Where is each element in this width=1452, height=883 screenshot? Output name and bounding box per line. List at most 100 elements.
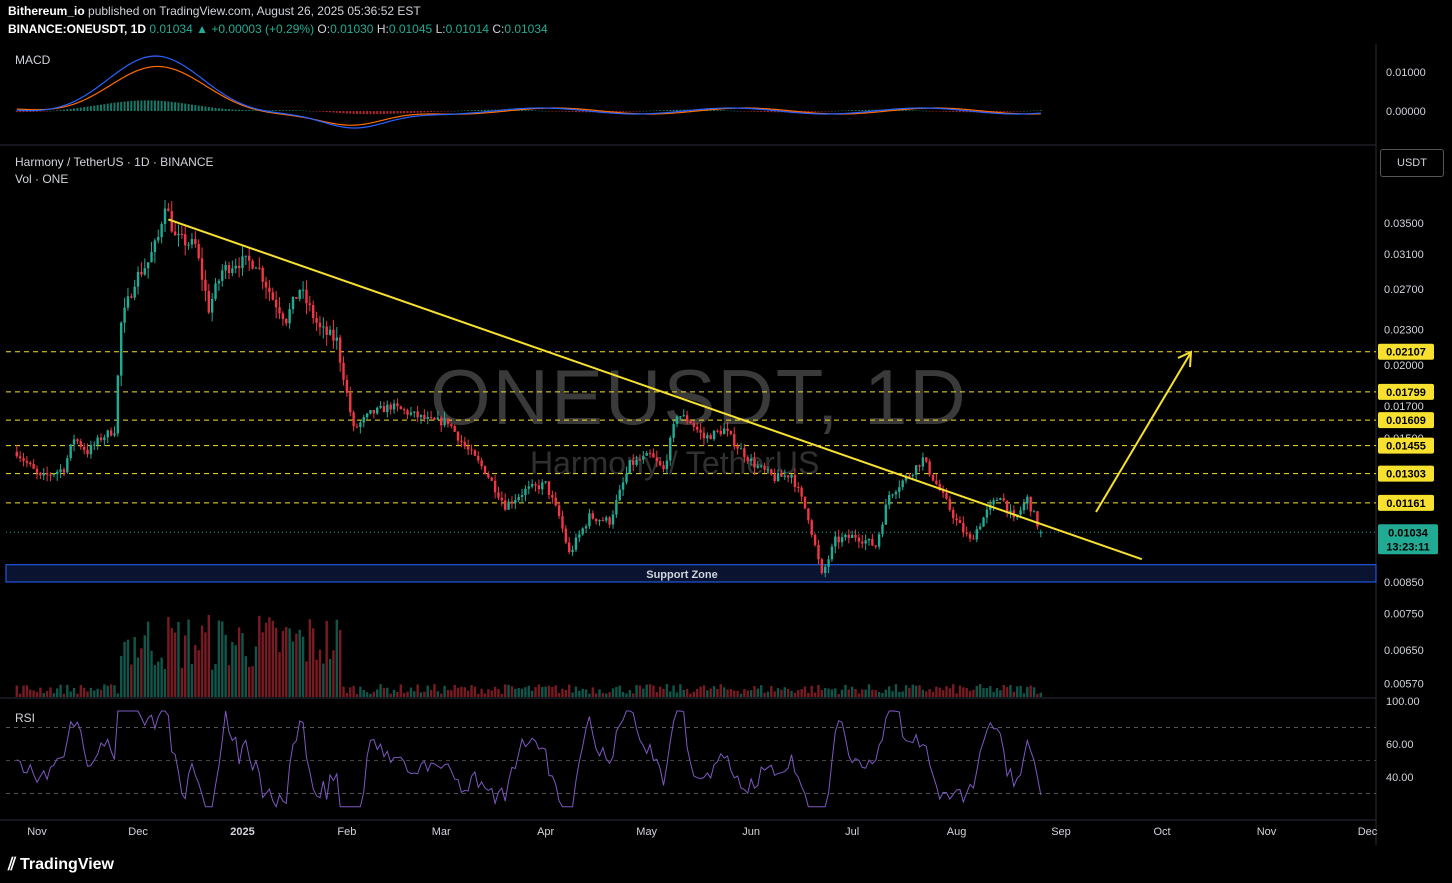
candle-body xyxy=(797,486,800,488)
volume-bar xyxy=(881,692,884,697)
macd-histogram-bar xyxy=(322,111,325,112)
volume-bar xyxy=(312,628,315,697)
volume-bar xyxy=(547,685,551,697)
candle-body xyxy=(840,537,844,543)
volume-bar xyxy=(837,693,840,697)
volume-bar xyxy=(355,693,359,697)
volume-bar xyxy=(584,689,588,697)
macd-histogram-bar xyxy=(174,102,177,111)
volume-bar xyxy=(106,685,109,697)
candle-body xyxy=(658,461,662,466)
macd-histogram-bar xyxy=(190,104,193,111)
projection-arrow xyxy=(1095,353,1191,513)
volume-bar xyxy=(369,693,372,697)
volume-bar xyxy=(709,688,712,697)
volume-bar xyxy=(817,684,820,697)
level-badge xyxy=(1378,412,1434,429)
volume-bar xyxy=(376,689,379,697)
candle-body xyxy=(362,417,365,423)
volume-group xyxy=(15,614,1042,697)
macd-histogram-bar xyxy=(932,111,934,112)
time-tick-label: Sep xyxy=(1051,826,1071,838)
candle-body xyxy=(1039,532,1042,534)
candle-body xyxy=(790,474,793,478)
macd-histogram-bar xyxy=(534,110,537,111)
volume-bar xyxy=(170,628,173,697)
candle-body xyxy=(722,428,726,435)
candle-body xyxy=(325,326,328,335)
candle-body xyxy=(423,414,426,419)
level-badge xyxy=(1378,383,1434,400)
candle-body xyxy=(712,430,716,440)
candle-body xyxy=(372,410,376,414)
volume-bar xyxy=(86,691,89,697)
macd-histogram-bar xyxy=(345,111,348,114)
macd-histogram-bar xyxy=(315,111,318,112)
candle-body xyxy=(399,406,402,410)
macd-histogram-bar xyxy=(25,111,28,113)
candle-body xyxy=(301,289,305,291)
volume-bar xyxy=(42,693,45,697)
volume-bar xyxy=(760,685,763,697)
macd-histogram-bar xyxy=(325,111,328,113)
volume-bar xyxy=(143,635,146,697)
volume-bar xyxy=(335,619,338,697)
macd-histogram-bar xyxy=(66,109,69,111)
macd-histogram-bar xyxy=(952,111,955,112)
macd-histogram-bar xyxy=(736,110,739,112)
candle-body xyxy=(89,445,93,455)
volume-bar xyxy=(847,689,850,697)
volume-bar xyxy=(328,658,332,697)
volume-bar xyxy=(571,692,574,697)
macd-histogram-bar xyxy=(42,111,45,112)
candle-body xyxy=(386,404,389,413)
volume-bar xyxy=(234,645,237,697)
currency-button[interactable]: USDT xyxy=(1380,149,1444,177)
candle-body xyxy=(82,446,86,450)
macd-histogram-bar xyxy=(298,110,301,111)
candle-body xyxy=(389,404,392,410)
candle-body xyxy=(665,460,669,470)
volume-bar xyxy=(315,659,318,697)
candle-body xyxy=(642,455,645,460)
candle-body xyxy=(948,498,952,510)
volume-bar xyxy=(648,684,652,697)
volume-bar xyxy=(402,693,406,697)
candle-body xyxy=(985,509,989,518)
candle-body xyxy=(504,500,507,510)
candle-body xyxy=(163,208,167,224)
brand-text: TradingView xyxy=(20,855,114,873)
candle-body xyxy=(800,487,803,497)
macd-histogram-bar xyxy=(430,111,433,113)
volume-bar xyxy=(254,646,258,697)
candle-body xyxy=(1009,510,1012,513)
volume-bar xyxy=(854,689,857,697)
low-label: L: xyxy=(435,22,446,36)
volume-bar xyxy=(443,685,446,697)
time-tick-label: Dec xyxy=(128,826,148,838)
candle-body xyxy=(568,542,571,552)
macd-histogram-bar xyxy=(548,111,550,112)
macd-histogram-bar xyxy=(672,109,675,111)
volume-bar xyxy=(52,693,56,697)
macd-histogram-bar xyxy=(928,111,931,112)
macd-signal-line xyxy=(16,65,1041,126)
macd-histogram-bar xyxy=(585,111,588,113)
candle-body xyxy=(749,458,753,462)
volume-bar xyxy=(888,686,891,697)
volume-bar xyxy=(652,685,655,697)
macd-histogram-bar xyxy=(733,110,736,112)
macd-histogram-bar xyxy=(1006,111,1009,112)
candles-group xyxy=(15,200,1042,578)
candle-body xyxy=(982,517,985,527)
volume-bar xyxy=(35,691,39,697)
volume-bar xyxy=(625,693,628,697)
macd-histogram-bar xyxy=(470,110,473,111)
macd-histogram-bar xyxy=(113,102,116,111)
volume-bar xyxy=(103,684,106,697)
candle-body xyxy=(1019,510,1022,515)
volume-bar xyxy=(824,688,827,697)
volume-bar xyxy=(69,691,72,697)
macd-histogram-bar xyxy=(679,109,682,111)
